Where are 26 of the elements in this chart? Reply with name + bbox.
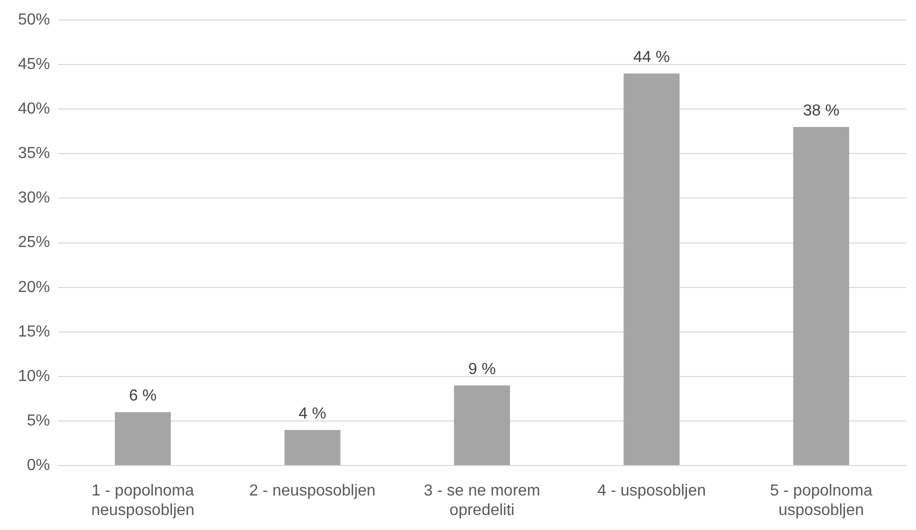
bar [114,412,171,466]
x-tick-label: 1 - popolnoma neusposobljen [91,482,194,519]
bar [284,430,340,466]
x-tick-label: 5 - popolnoma usposobljen [770,482,872,519]
y-tick-label: 35% [18,145,50,162]
data-label: 9 % [468,360,496,378]
y-tick-label: 5% [26,412,50,430]
data-label: 38 % [802,102,840,120]
x-tick-label: 2 - neusposobljen [249,482,376,500]
y-tick-label: 50% [18,11,50,28]
y-tick-label: 15% [18,323,50,340]
bar [624,73,680,466]
x-tick-label: 3 - se ne morem opredeliti [424,482,540,519]
y-tick-label: 45% [18,56,50,73]
bar [454,385,510,466]
data-label: 4 % [298,405,326,422]
y-tick-label: 30% [18,190,50,207]
y-tick-label: 0% [26,457,50,474]
y-tick-label: 20% [18,278,50,296]
data-label: 6 % [129,388,157,405]
y-tick-label: 40% [18,100,50,118]
bar [793,126,850,466]
y-tick-label: 10% [18,368,50,385]
data-label: 44 % [633,48,670,66]
x-tick-label: 4 - usposobljen [597,482,706,500]
y-tick-label: 25% [18,234,50,252]
